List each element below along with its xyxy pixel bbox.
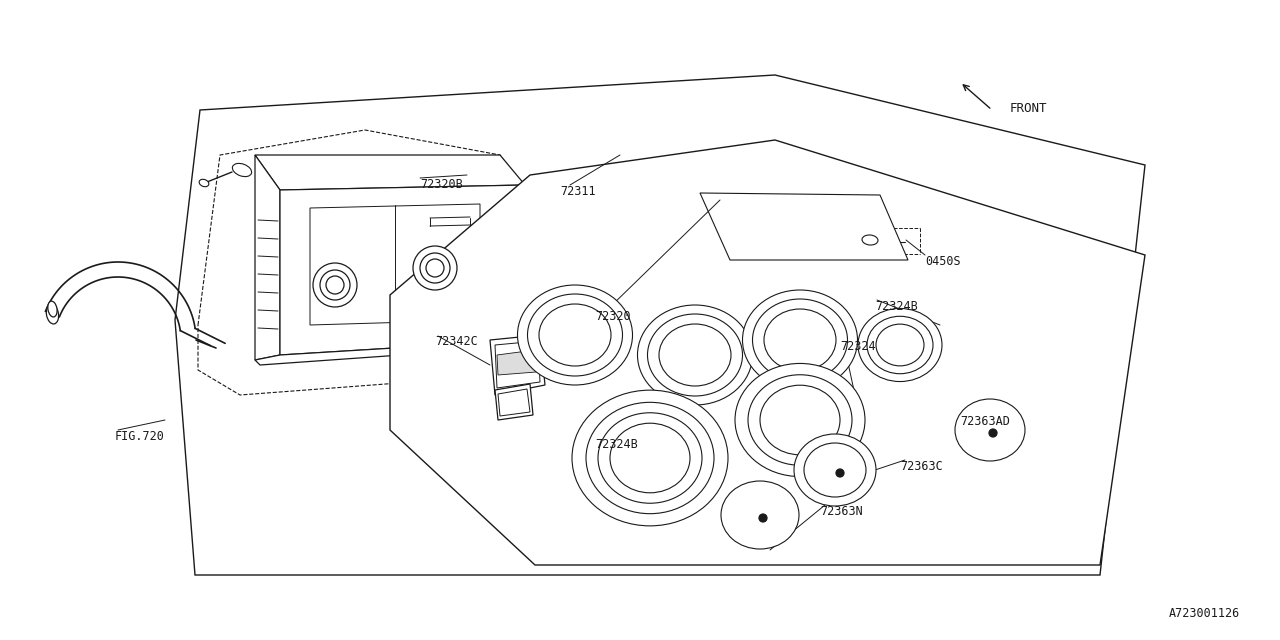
Text: 72342C: 72342C — [435, 335, 477, 348]
Polygon shape — [490, 335, 545, 395]
Polygon shape — [310, 204, 480, 325]
Text: 72320: 72320 — [595, 310, 631, 323]
Circle shape — [759, 514, 767, 522]
Circle shape — [326, 276, 344, 294]
Polygon shape — [700, 193, 908, 260]
Ellipse shape — [764, 309, 836, 371]
Circle shape — [836, 469, 844, 477]
Polygon shape — [498, 389, 530, 416]
Text: FRONT: FRONT — [1010, 102, 1047, 115]
Ellipse shape — [794, 434, 876, 506]
Ellipse shape — [539, 304, 611, 366]
Ellipse shape — [611, 423, 690, 493]
Ellipse shape — [748, 375, 852, 465]
Polygon shape — [175, 75, 1146, 575]
Circle shape — [426, 259, 444, 277]
Text: 72324B: 72324B — [595, 438, 637, 451]
Ellipse shape — [861, 235, 878, 245]
Ellipse shape — [586, 403, 714, 514]
Text: 72324B: 72324B — [876, 300, 918, 313]
Ellipse shape — [955, 399, 1025, 461]
Ellipse shape — [867, 316, 933, 374]
Polygon shape — [497, 350, 536, 375]
Ellipse shape — [47, 301, 58, 317]
Ellipse shape — [637, 305, 753, 405]
Polygon shape — [255, 340, 525, 365]
Circle shape — [314, 263, 357, 307]
Circle shape — [320, 270, 349, 300]
Polygon shape — [495, 341, 540, 388]
Polygon shape — [390, 140, 1146, 565]
Ellipse shape — [742, 290, 858, 390]
Text: 72363AD: 72363AD — [960, 415, 1010, 428]
Circle shape — [989, 429, 997, 437]
Ellipse shape — [648, 314, 742, 396]
Polygon shape — [495, 384, 532, 420]
Ellipse shape — [233, 163, 252, 177]
Text: 72363C: 72363C — [900, 460, 943, 473]
Ellipse shape — [760, 385, 840, 455]
Ellipse shape — [46, 304, 59, 324]
Text: FIG.720: FIG.720 — [115, 430, 165, 443]
Ellipse shape — [721, 481, 799, 549]
Ellipse shape — [200, 179, 209, 187]
Ellipse shape — [527, 294, 622, 376]
Ellipse shape — [517, 285, 632, 385]
Ellipse shape — [735, 364, 865, 477]
Text: 72363N: 72363N — [820, 505, 863, 518]
Text: 72324: 72324 — [840, 340, 876, 353]
Polygon shape — [255, 155, 280, 360]
Ellipse shape — [572, 390, 728, 526]
Ellipse shape — [858, 308, 942, 381]
Circle shape — [413, 246, 457, 290]
Text: 72311: 72311 — [561, 185, 595, 198]
Ellipse shape — [876, 324, 924, 366]
Text: A723001126: A723001126 — [1169, 607, 1240, 620]
Text: 0450S: 0450S — [925, 255, 960, 268]
Text: 72320B: 72320B — [420, 178, 463, 191]
Ellipse shape — [804, 443, 867, 497]
Ellipse shape — [753, 299, 847, 381]
Polygon shape — [280, 185, 525, 355]
Polygon shape — [255, 155, 525, 190]
Ellipse shape — [659, 324, 731, 386]
Circle shape — [420, 253, 451, 283]
Ellipse shape — [598, 413, 701, 503]
